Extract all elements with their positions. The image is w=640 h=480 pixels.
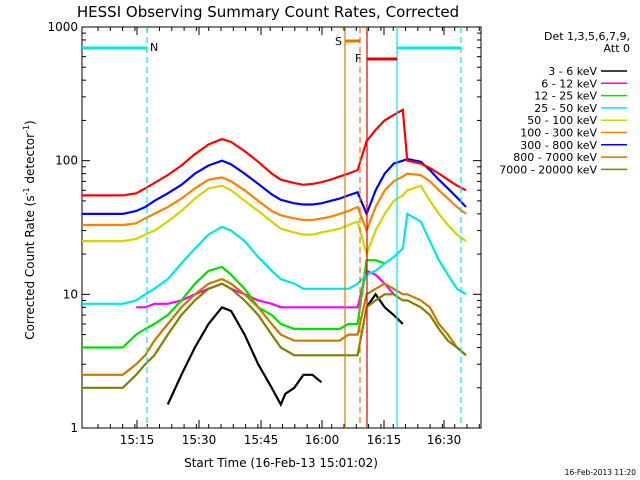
series-line-1 xyxy=(136,269,395,309)
y-axis-label-sup2: -1 xyxy=(22,125,31,133)
legend-label: 12 - 25 keV xyxy=(534,90,597,103)
legend-label: 7000 - 20000 keV xyxy=(499,163,597,176)
series-line-2 xyxy=(82,259,386,349)
y-tick-label: 1000 xyxy=(47,20,78,34)
timestamp: 16-Feb-2013 11:20 xyxy=(565,468,637,477)
plot-area: 1 10 100 1000 15:15 15:30 15:45 16:00 16:15 16:30… xyxy=(47,20,482,447)
y-tick-label: 10 xyxy=(63,287,78,301)
x-axis-label: Start Time (16-Feb-13 15:01:02) xyxy=(184,456,378,470)
x-tick-label: 15:30 xyxy=(182,433,217,447)
x-tick-label: 15:15 xyxy=(120,433,155,447)
legend-header-line1: Det 1,3,5,6,7,9, xyxy=(544,30,630,43)
x-tick-label: 16:15 xyxy=(367,433,402,447)
legend-label: 3 - 6 keV xyxy=(548,65,597,78)
y-axis-label-main: Corrected Count Rate (s xyxy=(23,195,37,339)
series-line-5 xyxy=(82,172,467,234)
series-line-6 xyxy=(82,157,467,217)
series-line-3 xyxy=(82,212,467,305)
annotation-n: N xyxy=(150,41,158,54)
y-axis-label: Corrected Count Rate (s-1 detector-1) xyxy=(22,120,37,339)
annotation-f: F xyxy=(355,52,361,65)
legend-label: 100 - 300 keV xyxy=(520,127,597,140)
x-tick-label: 16:00 xyxy=(305,433,340,447)
legend-label: 50 - 100 keV xyxy=(527,114,597,127)
y-axis-label-mid: detector xyxy=(23,133,37,188)
chart-title: HESSI Observing Summary Count Rates, Cor… xyxy=(77,3,459,21)
x-tick-label: 15:45 xyxy=(244,433,279,447)
series-line-4 xyxy=(82,184,467,258)
legend-header-line2: Att 0 xyxy=(604,42,630,55)
y-tick-label: 1 xyxy=(70,421,78,435)
series-line-8 xyxy=(82,282,467,389)
plot-frame xyxy=(81,26,482,429)
legend-label: 25 - 50 keV xyxy=(534,102,597,115)
y-axis-label-end: ) xyxy=(23,120,37,125)
legend-label: 6 - 12 keV xyxy=(541,77,597,90)
y-tick-label: 100 xyxy=(55,154,78,168)
legend-label: 300 - 800 keV xyxy=(520,139,597,152)
annotation-s: S xyxy=(335,35,342,48)
y-axis-label-sup1: -1 xyxy=(22,187,31,195)
legend-label: 800 - 7000 keV xyxy=(513,151,597,164)
x-tick-label: 16:30 xyxy=(427,433,462,447)
series-line-7 xyxy=(82,277,467,376)
series-line-9 xyxy=(82,108,467,197)
